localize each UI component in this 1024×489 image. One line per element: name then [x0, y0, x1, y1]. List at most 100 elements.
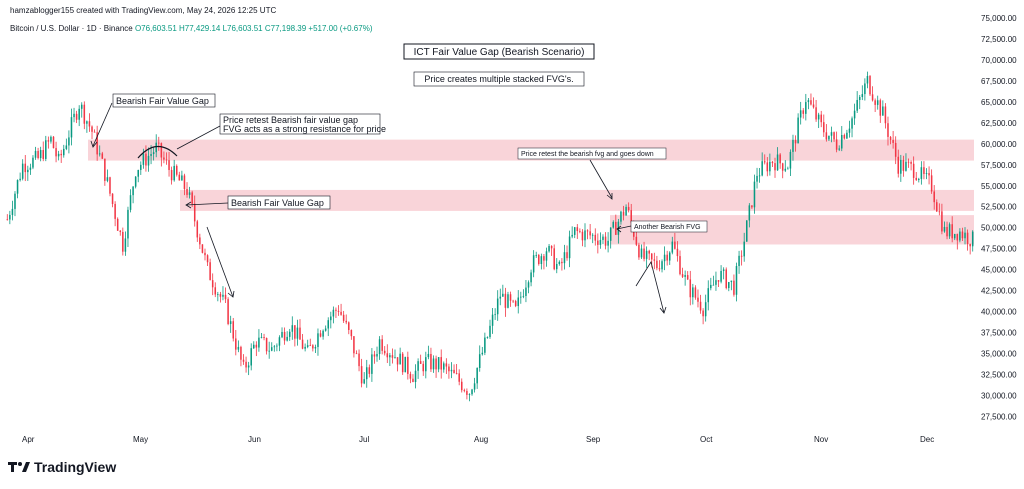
annotation-arrow-4: [589, 159, 613, 199]
candle-body: [127, 209, 129, 239]
candle-body: [858, 97, 861, 100]
candle-body: [291, 325, 294, 332]
x-tick-label: Apr: [22, 435, 35, 444]
candle-body: [517, 297, 520, 307]
candle-body: [432, 358, 435, 370]
candle-body: [712, 284, 715, 286]
candle-body: [602, 236, 604, 240]
candle-body: [409, 373, 412, 379]
candle-body: [710, 284, 712, 289]
candle-body: [494, 314, 496, 316]
candle-body: [645, 250, 648, 259]
annotation-arrowhead-4: [606, 193, 613, 200]
candle-body: [561, 261, 563, 264]
candle-body: [925, 173, 928, 174]
candle-body: [581, 231, 584, 241]
candle-body: [484, 337, 486, 353]
candle-body: [427, 353, 430, 358]
candle-body: [168, 160, 170, 171]
chart-title: ICT Fair Value Gap (Bearish Scenario): [414, 47, 585, 58]
y-tick-label: 27,500.00: [981, 412, 1017, 421]
candle-body: [147, 155, 150, 166]
candle-body: [155, 142, 157, 153]
candle-body: [471, 389, 473, 395]
candle-body: [466, 390, 468, 395]
candle-body: [566, 252, 568, 259]
candle-body: [245, 361, 247, 368]
annotation-1: Bearish Fair Value Gap: [116, 96, 209, 106]
candle-body: [650, 253, 653, 260]
candle-body: [440, 357, 442, 370]
annotation-2a: Price retest Bearish fair value gap: [223, 115, 358, 125]
candle-body: [512, 300, 514, 302]
candle-body: [412, 378, 414, 382]
candle-body: [579, 231, 581, 232]
annotation-box-1: [112, 93, 216, 108]
candle-body: [930, 175, 933, 192]
candle-body: [897, 156, 900, 174]
candle-body: [933, 191, 935, 203]
candle-body: [802, 110, 805, 114]
candle-body: [938, 211, 941, 213]
candle-body: [689, 279, 692, 298]
candle-body: [604, 236, 607, 246]
candle-body: [543, 256, 545, 261]
candle-body: [314, 347, 317, 349]
candle-body: [217, 294, 219, 295]
candle-body: [258, 337, 260, 348]
candle-body: [57, 153, 60, 157]
candle-body: [730, 280, 733, 283]
candle-body: [882, 106, 884, 116]
candle-body: [301, 339, 304, 349]
candle-body: [345, 320, 347, 323]
candle-body: [509, 294, 512, 301]
candle-body: [191, 192, 193, 204]
candle-body: [702, 310, 704, 317]
candle-body: [342, 314, 345, 321]
candle-body: [892, 139, 894, 143]
candle-body: [199, 237, 201, 245]
candle-body: [684, 275, 686, 277]
candle-body: [70, 117, 73, 138]
candle-body: [32, 157, 34, 168]
candle-body: [812, 104, 815, 108]
candle-body: [450, 369, 453, 372]
candle-body: [235, 338, 237, 350]
candle-body: [183, 175, 186, 190]
candle-body: [260, 337, 263, 338]
candle-body: [853, 110, 856, 119]
candle-body: [296, 327, 299, 339]
candle-body: [165, 159, 168, 161]
candle-body: [756, 175, 758, 182]
candle-body: [964, 232, 966, 239]
candle-body: [425, 357, 427, 372]
candle-body: [396, 357, 399, 365]
subtitle-box: [413, 71, 585, 87]
candle-body: [715, 280, 717, 285]
candle-body: [263, 337, 265, 338]
candle-body: [871, 94, 874, 101]
candle-body: [312, 345, 314, 349]
candle-body: [540, 256, 543, 264]
candle-body: [692, 287, 694, 298]
candle-body: [722, 269, 725, 271]
annotation-arrow-1: [92, 102, 113, 147]
candle-body: [29, 167, 32, 170]
candle-body: [707, 288, 710, 303]
down-arrow-1: [206, 226, 234, 298]
candle-body: [846, 132, 848, 139]
candle-body: [609, 227, 612, 241]
candle-body: [910, 161, 912, 164]
annotation-arrowhead-3: [185, 201, 192, 209]
candle-body: [491, 314, 494, 326]
candle-body: [923, 167, 925, 174]
candle-body: [635, 236, 638, 245]
candle-body: [879, 100, 882, 116]
candle-body: [222, 294, 224, 297]
candle-body: [129, 195, 132, 210]
candle-body: [907, 161, 910, 163]
candle-body: [915, 177, 917, 180]
candle-body: [206, 255, 209, 263]
candle-body: [699, 301, 702, 311]
